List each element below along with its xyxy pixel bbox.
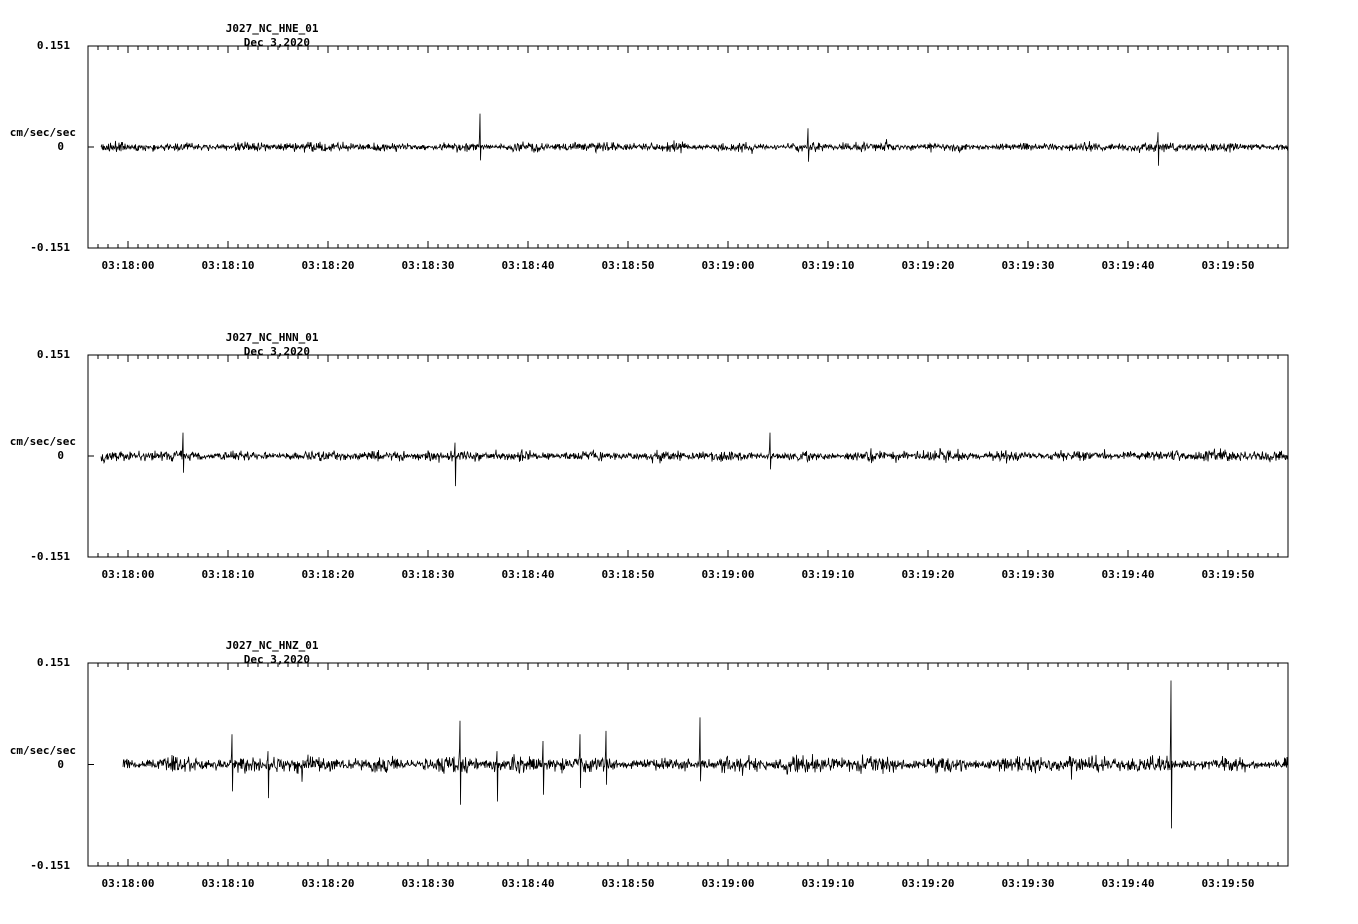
x-tick-label: 03:18:50 bbox=[601, 877, 655, 890]
panel-plot-2 bbox=[87, 662, 1289, 867]
x-tick-label: 03:18:30 bbox=[401, 877, 455, 890]
x-tick-label: 03:18:50 bbox=[601, 568, 655, 581]
date-label: Dec 3,2020 bbox=[243, 653, 310, 666]
y-axis-units: cm/sec/sec bbox=[9, 126, 76, 139]
x-tick-label: 03:19:50 bbox=[1201, 877, 1255, 890]
x-tick-label: 03:18:40 bbox=[501, 259, 555, 272]
x-tick-label: 03:19:30 bbox=[1001, 259, 1055, 272]
panel-plot-0 bbox=[87, 45, 1289, 249]
channel-label: J027_NC_HNN_01 bbox=[225, 331, 319, 344]
y-min-label: -0.151 bbox=[30, 550, 70, 563]
x-tick-label: 03:19:40 bbox=[1101, 259, 1155, 272]
x-tick-label: 03:19:00 bbox=[701, 877, 755, 890]
x-tick-label: 03:19:20 bbox=[901, 568, 955, 581]
x-tick-label: 03:19:40 bbox=[1101, 568, 1155, 581]
x-tick-label: 03:19:10 bbox=[801, 877, 855, 890]
x-tick-label: 03:18:50 bbox=[601, 259, 655, 272]
x-tick-label: 03:19:30 bbox=[1001, 568, 1055, 581]
channel-label: J027_NC_HNE_01 bbox=[225, 22, 319, 35]
x-tick-label: 03:18:40 bbox=[501, 568, 555, 581]
waveform-trace-J027_NC_HNE_01 bbox=[100, 113, 1288, 166]
x-tick-label: 03:18:30 bbox=[401, 568, 455, 581]
date-label: Dec 3,2020 bbox=[243, 345, 310, 358]
y-min-label: -0.151 bbox=[30, 859, 70, 872]
y-axis-units: cm/sec/sec bbox=[9, 435, 76, 448]
x-tick-label: 03:19:20 bbox=[901, 877, 955, 890]
channel-label: J027_NC_HNZ_01 bbox=[225, 639, 319, 652]
x-tick-label: 03:19:50 bbox=[1201, 259, 1255, 272]
y-min-label: -0.151 bbox=[30, 241, 70, 254]
x-tick-label: 03:19:20 bbox=[901, 259, 955, 272]
y-max-label: 0.151 bbox=[36, 348, 70, 361]
x-tick-label: 03:18:20 bbox=[301, 259, 355, 272]
date-label: Dec 3,2020 bbox=[243, 36, 310, 49]
y-max-label: 0.151 bbox=[36, 656, 70, 669]
x-tick-label: 03:19:50 bbox=[1201, 568, 1255, 581]
x-tick-label: 03:18:00 bbox=[101, 568, 155, 581]
x-tick-label: 03:19:30 bbox=[1001, 877, 1055, 890]
x-tick-label: 03:19:00 bbox=[701, 259, 755, 272]
x-tick-label: 03:18:10 bbox=[201, 877, 255, 890]
y-zero-label: 0 bbox=[57, 140, 64, 153]
y-axis-units: cm/sec/sec bbox=[9, 743, 76, 757]
x-tick-label: 03:19:10 bbox=[801, 568, 855, 581]
x-tick-label: 03:18:10 bbox=[201, 568, 255, 581]
waveform-trace-J027_NC_HNN_01 bbox=[100, 432, 1288, 487]
panel-title-hnn: J027_NC_HNN_01 Dec 3,2020 bbox=[186, 317, 319, 373]
y-max-label: 0.151 bbox=[36, 39, 70, 52]
x-tick-label: 03:19:40 bbox=[1101, 877, 1155, 890]
x-tick-label: 03:18:20 bbox=[301, 568, 355, 581]
x-tick-label: 03:18:00 bbox=[101, 259, 155, 272]
panel-title-hne: J027_NC_HNE_01 Dec 3,2020 bbox=[186, 8, 319, 64]
x-tick-label: 03:19:10 bbox=[801, 259, 855, 272]
x-tick-label: 03:18:20 bbox=[301, 877, 355, 890]
x-tick-label: 03:19:00 bbox=[701, 568, 755, 581]
waveform-trace-J027_NC_HNZ_01 bbox=[122, 680, 1288, 829]
panel-plot-1 bbox=[87, 354, 1289, 558]
y-zero-label: 0 bbox=[57, 449, 64, 462]
x-tick-label: 03:18:00 bbox=[101, 877, 155, 890]
x-tick-label: 03:18:30 bbox=[401, 259, 455, 272]
panel-title-hnz: J027_NC_HNZ_01 Dec 3,2020 bbox=[186, 625, 319, 681]
x-tick-label: 03:18:40 bbox=[501, 877, 555, 890]
y-zero-label: 0 bbox=[57, 757, 64, 771]
x-tick-label: 03:18:10 bbox=[201, 259, 255, 272]
